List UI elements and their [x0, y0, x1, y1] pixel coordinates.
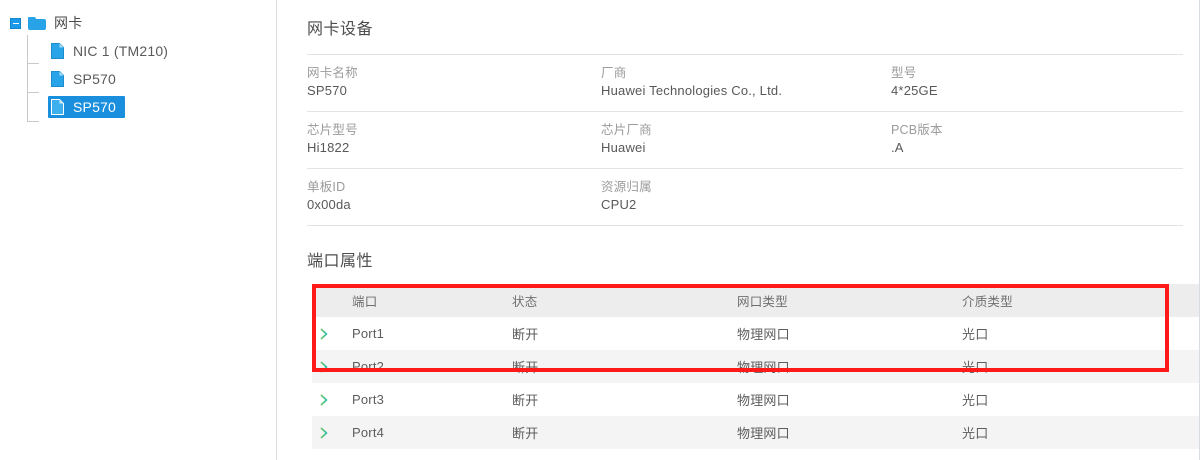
detail-cell: 网卡名称 SP570: [307, 55, 599, 112]
detail-cell: 厂商 Huawei Technologies Co., Ltd.: [599, 55, 891, 112]
folder-icon: [28, 16, 46, 30]
cell-media: 光口: [962, 425, 989, 441]
cell-media: 光口: [962, 326, 989, 342]
cell-media: 光口: [962, 359, 989, 375]
tree-item-label: NIC 1 (TM210): [73, 43, 169, 59]
device-tree-panel: 网卡 NIC 1 (TM210): [0, 0, 277, 460]
document-icon: [51, 71, 64, 87]
detail-content-panel: 网卡设备 网卡名称 SP570 厂商 Huawei Technologies C…: [277, 0, 1200, 460]
detail-cell: 芯片型号 Hi1822: [307, 111, 599, 168]
detail-label: 资源归属: [601, 179, 652, 194]
column-header-icon[interactable]: [312, 283, 352, 317]
detail-value: SP570: [307, 83, 348, 99]
arrow-right-icon: [312, 360, 330, 374]
device-detail-table: 网卡名称 SP570 厂商 Huawei Technologies Co., L…: [307, 54, 1183, 226]
detail-cell: PCB版本 .A: [891, 111, 1183, 168]
column-header-port[interactable]: 端口: [352, 283, 512, 317]
port-status-arrow-cell: [312, 416, 352, 449]
port-table-header-row: 端口 状态 网口类型 介质类型: [312, 283, 1200, 317]
document-icon: [51, 43, 64, 59]
tree-item-label: SP570: [73, 71, 117, 87]
detail-value: CPU2: [601, 197, 637, 213]
column-header-media[interactable]: 介质类型: [962, 283, 1200, 317]
cell-port: Port3: [352, 391, 385, 407]
tree-item-nic1[interactable]: NIC 1 (TM210): [0, 37, 276, 65]
detail-label: 芯片型号: [307, 122, 358, 137]
cell-type: 物理网口: [737, 425, 790, 441]
detail-value: 0x00da: [307, 197, 351, 213]
detail-cell: 型号 4*25GE: [891, 55, 1183, 112]
cell-state: 断开: [512, 392, 539, 408]
cell-state: 断开: [512, 326, 539, 342]
cell-port: Port2: [352, 358, 385, 374]
detail-cell: 芯片厂商 Huawei: [599, 111, 891, 168]
arrow-right-icon: [312, 393, 330, 407]
collapse-minus-icon[interactable]: [10, 17, 21, 29]
detail-value: Huawei Technologies Co., Ltd.: [601, 83, 783, 99]
detail-label: 芯片厂商: [601, 122, 652, 137]
tree-item-sp570-b-selected[interactable]: SP570: [0, 93, 276, 121]
cell-type: 物理网口: [737, 359, 790, 375]
detail-cell-empty: [891, 168, 1183, 225]
port-status-arrow-cell: [312, 383, 352, 416]
detail-label: PCB版本: [891, 122, 943, 137]
table-row[interactable]: Port2 断开 物理网口 光口: [312, 349, 1200, 383]
table-row[interactable]: Port3 断开 物理网口 光口: [312, 382, 1200, 416]
column-header-type[interactable]: 网口类型: [737, 283, 962, 317]
arrow-right-icon: [312, 327, 330, 341]
detail-label: 型号: [891, 66, 917, 80]
cell-media: 光口: [962, 392, 989, 408]
cell-type: 物理网口: [737, 392, 790, 408]
port-status-arrow-cell: [312, 317, 352, 350]
detail-value: Hi1822: [307, 140, 350, 156]
detail-value: 4*25GE: [891, 83, 938, 99]
tree-item-sp570-a[interactable]: SP570: [0, 65, 276, 93]
cell-port: Port4: [352, 424, 385, 440]
detail-value: Huawei: [601, 140, 646, 156]
cell-type: 物理网口: [737, 326, 790, 342]
detail-value: .A: [891, 140, 904, 156]
tree-connector-tick: [27, 63, 39, 64]
document-icon: [51, 99, 64, 115]
port-table-wrapper: 端口 状态 网口类型 介质类型: [312, 283, 1200, 449]
tree-item-root-nic[interactable]: 网卡: [0, 9, 276, 37]
column-header-state[interactable]: 状态: [512, 283, 737, 317]
detail-label: 厂商: [601, 66, 627, 80]
arrow-right-icon: [312, 426, 330, 440]
detail-label: 网卡名称: [307, 66, 358, 80]
tree-connector-line: [27, 35, 28, 121]
device-tree: 网卡 NIC 1 (TM210): [0, 9, 276, 122]
tree-item-label: SP570: [73, 99, 117, 115]
port-status-arrow-cell: [312, 350, 352, 383]
cell-state: 断开: [512, 359, 539, 375]
port-section-title: 端口属性: [307, 252, 374, 270]
detail-row: 芯片型号 Hi1822 芯片厂商 Huawei PCB版本 .A: [307, 111, 1183, 169]
detail-cell: 单板ID 0x00da: [307, 168, 599, 225]
cell-port: Port1: [352, 325, 385, 341]
table-row[interactable]: Port4 断开 物理网口 光口: [312, 415, 1200, 449]
detail-label: 单板ID: [307, 179, 346, 194]
device-section-title: 网卡设备: [307, 21, 374, 38]
detail-row: 网卡名称 SP570 厂商 Huawei Technologies Co., L…: [307, 55, 1183, 112]
detail-row: 单板ID 0x00da 资源归属 CPU2: [307, 168, 1183, 226]
detail-cell: 资源归属 CPU2: [599, 168, 891, 225]
tree-item-label: 网卡: [54, 15, 83, 31]
cell-state: 断开: [512, 425, 539, 441]
table-row[interactable]: Port1 断开 物理网口 光口: [312, 316, 1200, 350]
tree-connector-tick: [27, 121, 39, 122]
tree-connector-tick: [27, 92, 39, 93]
port-attributes-table: 端口 状态 网口类型 介质类型: [312, 283, 1200, 449]
